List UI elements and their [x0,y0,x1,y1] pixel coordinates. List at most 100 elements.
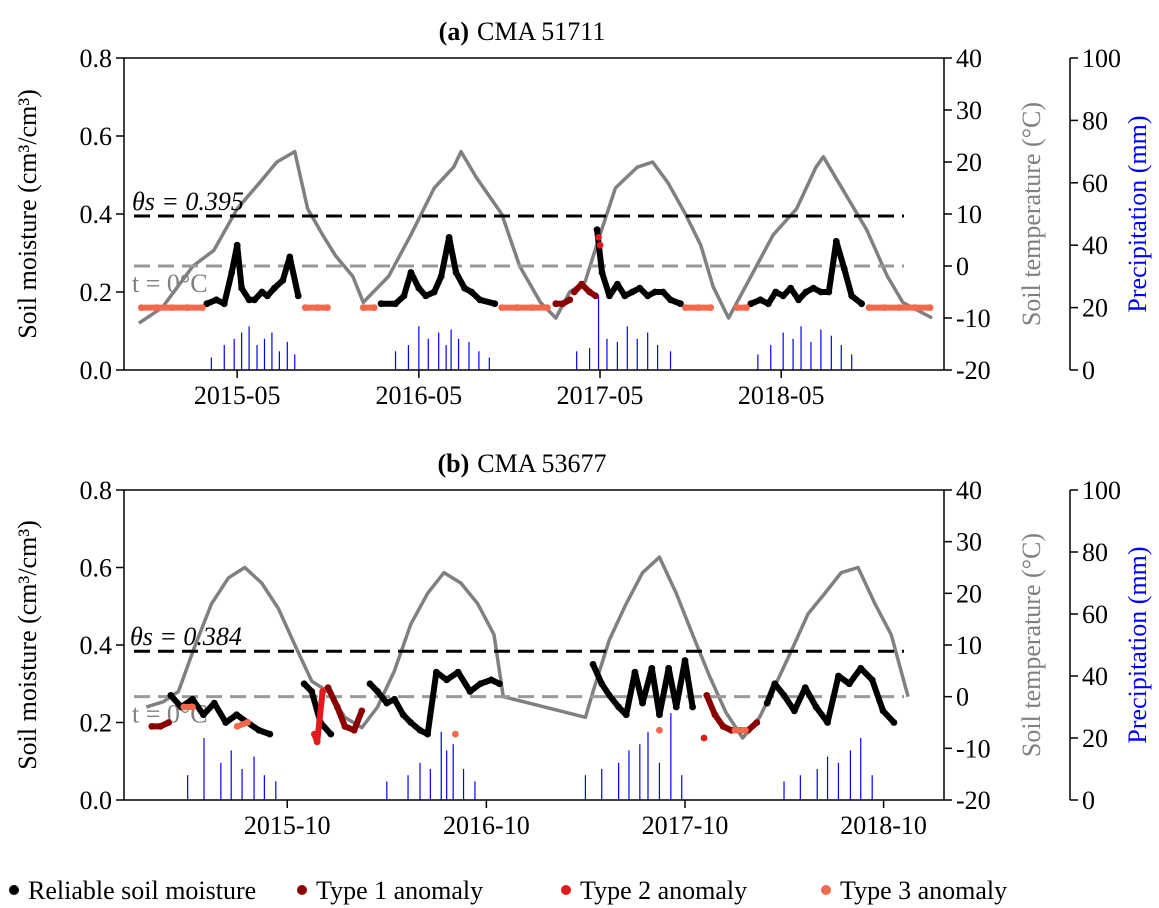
moisture-point [245,296,253,304]
moisture-point [840,265,848,272]
temperature-tick-label: -10 [956,304,991,333]
moisture-point [598,269,606,276]
temperature-tick-label: 10 [956,631,982,660]
temperature-tick-label: 30 [956,528,982,557]
moisture-point [392,300,399,308]
moisture-point [476,296,484,304]
moisture-point [266,730,274,738]
precipitation-tick-label: 80 [1082,538,1108,567]
moisture-point [443,676,451,684]
precipitation-tick-label: 40 [1082,662,1108,691]
precipitation-tick-label: 100 [1082,44,1121,73]
moisture-tick-label: 0.2 [80,709,113,738]
moisture-point [911,304,919,311]
legend-label: Reliable soil moisture [28,876,256,905]
legend-label: Type 3 anomaly [840,876,1007,905]
moisture-point [606,292,613,300]
precipitation-series [187,713,873,800]
moisture-point [552,300,560,308]
moisture-tick-label: 0.0 [80,356,113,385]
moisture-point [895,304,903,311]
moisture-point [324,304,331,311]
moisture-point [200,711,207,719]
moisture-point [416,726,424,734]
precipitation-axis-label: Precipitation (mm) [1123,546,1152,743]
moisture-point [415,284,423,292]
temperature-tick-label: 0 [956,683,969,712]
moisture-point [559,300,567,308]
moisture-point [366,680,374,688]
legend-label: Type 2 anomaly [580,876,747,905]
moisture-tick-label: 0.8 [80,44,113,73]
moisture-point [528,304,536,311]
moisture-point [665,664,673,672]
temperature-axis-label: Soil temperature (°C) [1017,533,1046,757]
moisture-tick-label: 0.0 [80,786,113,815]
moisture-point [747,300,755,308]
moisture-series-type-3-anomaly [180,703,749,738]
moisture-point [244,719,251,726]
moisture-trace [203,242,302,307]
x-tick-label: 2015-10 [244,811,331,840]
moisture-point [592,292,599,300]
moisture-point [817,288,825,296]
moisture-point [812,703,820,711]
precipitation-tick-label: 20 [1082,724,1108,753]
moisture-point [566,296,574,304]
moisture-point [407,269,415,276]
moisture-point [350,726,358,734]
moisture-point [377,300,385,308]
moisture-point [437,273,445,280]
moisture-point [605,691,613,699]
station-name: CMA 51711 [477,17,605,46]
moisture-trace [378,234,498,307]
moisture-point [422,292,430,300]
moisture-point [383,699,391,707]
moisture-point [596,241,604,249]
moisture-point [639,699,646,707]
moisture-point [865,304,873,311]
moisture-point [168,304,176,311]
moisture-trace [167,692,273,738]
moisture-point [622,711,630,719]
moisture-point [333,703,341,711]
moisture-point [370,304,378,311]
moisture-point [491,300,499,308]
moisture-point [636,284,644,292]
moisture-point [731,726,739,734]
x-tick-label: 2017-05 [557,381,644,410]
x-tick-label: 2018-05 [738,381,825,410]
moisture-point [314,304,321,311]
moisture-point [810,284,817,292]
moisture-point [719,722,727,730]
legend-marker [9,885,19,895]
moisture-point [180,703,188,711]
moisture-point [824,719,831,726]
moisture-point [743,304,750,311]
moisture-point [137,304,145,311]
moisture-point [544,304,551,311]
moisture-point [787,284,795,292]
moisture-point [157,722,164,730]
x-tick-label: 2018-10 [840,811,927,840]
moisture-point [203,300,211,308]
moisture-point [656,726,663,734]
moisture-point [857,664,865,672]
moisture-point [212,296,220,304]
moisture-point [358,707,366,715]
moisture-point [220,300,228,308]
temperature-tick-label: 40 [956,476,982,505]
moisture-point [868,676,876,684]
moisture-point [694,304,702,311]
moisture-point [391,695,398,703]
moisture-point [359,304,367,311]
moisture-point [430,288,438,296]
moisture-tick-label: 0.4 [80,631,113,660]
moisture-point [324,684,332,692]
moisture-point [445,234,453,241]
moisture-point [656,711,663,719]
moisture-series-type-2-anomaly [311,688,708,746]
precipitation-tick-label: 0 [1082,356,1095,385]
moisture-point [496,680,503,688]
